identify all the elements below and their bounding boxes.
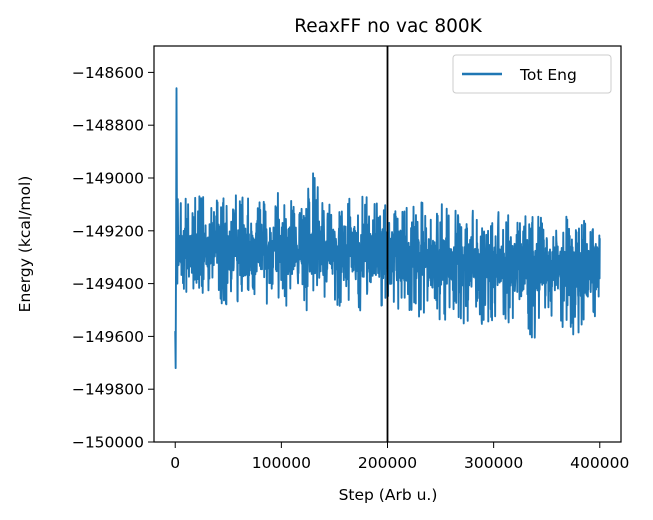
- y-tick-label: −148800: [72, 117, 144, 135]
- x-tick-label: 100000: [252, 454, 311, 472]
- y-tick-label: −149400: [72, 275, 144, 293]
- series-line-tot-eng: [174, 87, 601, 370]
- chart-title: ReaxFF no vac 800K: [294, 16, 482, 37]
- y-axis-label: Energy (kcal/mol): [16, 176, 34, 313]
- y-tick-label: −148600: [72, 64, 144, 82]
- x-tick-label: 300000: [464, 454, 523, 472]
- legend-box: [452, 54, 612, 94]
- x-axis-label: Step (Arb u.): [339, 486, 438, 504]
- y-axis: −150000 −149800 −149600 −149400 −149200 −1490…: [72, 64, 154, 452]
- y-tick-label: −149800: [72, 381, 144, 399]
- y-tick-label: −149600: [72, 328, 144, 346]
- y-tick-label: −149200: [72, 222, 144, 240]
- y-tick-label: −149000: [72, 170, 144, 188]
- legend-label-tot-eng: Tot Eng: [519, 66, 577, 84]
- x-tick-label: 400000: [570, 454, 629, 472]
- x-tick-label: 200000: [358, 454, 417, 472]
- x-tick-label: 0: [170, 454, 180, 472]
- x-axis: 0 100000 200000 300000 400000: [170, 442, 629, 472]
- legend: Tot Eng: [452, 54, 612, 94]
- y-tick-label: −150000: [72, 434, 144, 452]
- data-layer: [174, 87, 601, 370]
